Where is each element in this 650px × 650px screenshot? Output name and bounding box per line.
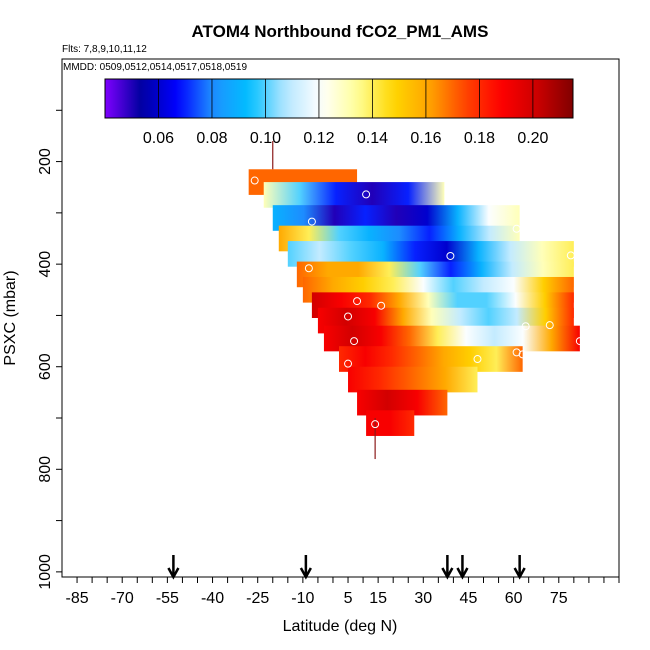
colorbar-tick-label: 0.16 (410, 130, 441, 147)
colorbar-tick-label: 0.08 (196, 130, 227, 147)
x-tick-label: -55 (156, 590, 179, 607)
x-tick-label: 30 (414, 590, 432, 607)
chart-title: ATOM4 Northbound fCO2_PM1_AMS (192, 22, 489, 41)
y-axis: 200 400 600 800 1000 (37, 109, 62, 590)
sample-point (304, 264, 313, 273)
sample-point (344, 312, 353, 321)
sample-point (545, 321, 554, 330)
y-axis-label: PSXC (mbar) (2, 270, 19, 365)
colorbar-tick-label: 0.18 (464, 130, 495, 147)
y-tick-label: 200 (37, 148, 54, 175)
sample-point (307, 217, 316, 226)
y-tick-label: 600 (37, 353, 54, 380)
colorbar-tick-label: 0.20 (517, 130, 548, 147)
sample-point (566, 251, 575, 260)
heatmap-band (366, 410, 415, 436)
colorbar-tick-label: 0.06 (143, 130, 174, 147)
flight-arrow (167, 555, 180, 580)
sample-point (446, 251, 455, 260)
x-tick-label: -70 (111, 590, 134, 607)
sample-point (353, 297, 362, 306)
x-axis-label: Latitude (deg N) (283, 618, 398, 635)
sample-point (377, 301, 386, 310)
sample-point (350, 337, 359, 346)
sample-point (575, 337, 584, 346)
dates-label: MMDD: 0509,0512,0514,0517,0518,0519 (63, 62, 247, 73)
flight-arrow (299, 555, 312, 580)
colorbar-gradient (104, 78, 574, 119)
sample-point (371, 420, 380, 429)
x-tick-label: 5 (344, 590, 353, 607)
heatmap-band (348, 366, 478, 393)
flight-arrow (456, 555, 469, 580)
heatmap-band (263, 182, 445, 208)
y-tick-label: 400 (37, 251, 54, 278)
colorbar: 0.06 0.08 0.10 0.12 0.14 0.16 0.18 0.20 (104, 78, 574, 147)
sample-point (344, 359, 353, 368)
x-tick-label: 60 (505, 590, 523, 607)
colorbar-tick-label: 0.14 (357, 130, 388, 147)
colorbar-tick-label: 0.10 (250, 130, 281, 147)
x-tick-label: 15 (369, 590, 387, 607)
colorbar-tick-label: 0.12 (303, 130, 334, 147)
sample-point (473, 355, 482, 364)
sample-point (362, 190, 371, 199)
flight-arrow (513, 555, 526, 580)
profile-markers (272, 141, 376, 460)
sample-point (250, 176, 259, 185)
flight-arrows (167, 555, 526, 580)
x-tick-label: -85 (65, 590, 88, 607)
heatmap-bands (248, 169, 580, 436)
sample-point (518, 350, 527, 359)
y-tick-label: 1000 (37, 554, 54, 590)
sample-point (521, 322, 530, 331)
flight-arrow (441, 555, 454, 580)
x-tick-label: 75 (550, 590, 568, 607)
x-tick-label: 45 (460, 590, 478, 607)
plot-frame (61, 58, 620, 578)
flights-label: Flts: 7,8,9,10,11,12 (62, 44, 147, 55)
x-tick-label: -25 (246, 590, 269, 607)
y-tick-label: 800 (37, 456, 54, 483)
x-tick-label: -40 (201, 590, 224, 607)
sample-points (250, 176, 584, 429)
sample-point (512, 224, 521, 233)
x-tick-label: -10 (291, 590, 314, 607)
x-axis: -85 -70 -55 -40 -25 -10 5 15 30 45 60 75 (65, 577, 620, 607)
